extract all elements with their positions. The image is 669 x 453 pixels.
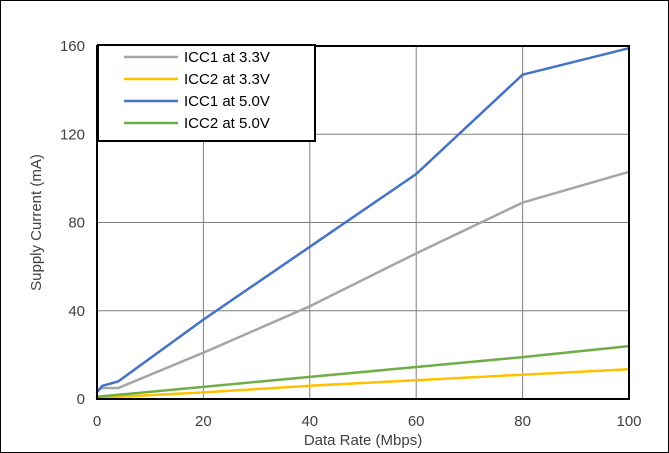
series-lines [95,46,631,400]
y-axis-ticks: 0 40 80 120 160 [60,38,85,408]
legend-label: ICC2 at 5.0V [184,115,270,132]
x-axis-ticks: 0 20 40 60 80 100 [93,413,642,430]
x-tick-label: 80 [514,413,531,430]
legend-item: ICC1 at 3.3V [124,49,270,66]
legend-label: ICC1 at 5.0V [184,93,270,110]
legend-item: ICC1 at 5.0V [124,93,270,110]
y-tick-label: 120 [60,126,85,143]
series-line-4 [95,344,631,399]
series-line-2 [95,367,631,400]
legend-item: ICC2 at 3.3V [124,71,270,88]
x-tick-label: 20 [195,413,212,430]
x-tick-label: 100 [616,413,641,430]
legend-label: ICC2 at 3.3V [184,71,270,88]
y-tick-label: 40 [68,303,85,320]
x-tick-label: 0 [93,413,101,430]
plot-area-border [96,45,630,400]
y-tick-label: 80 [68,215,85,232]
x-tick-label: 60 [408,413,425,430]
y-tick-label: 0 [77,391,85,408]
series-line-3 [95,46,631,394]
legend-label: ICC1 at 3.3V [184,49,270,66]
legend: ICC1 at 3.3V ICC2 at 3.3V ICC1 at 5.0V ICC2… [97,44,316,142]
legend-box [97,44,316,142]
x-axis-title: Data Rate (Mbps) [304,432,422,449]
y-tick-label: 160 [60,38,85,55]
legend-item: ICC2 at 5.0V [124,115,270,132]
y-axis-title: Supply Current (mA) [28,154,45,291]
series-line-1 [95,170,631,392]
x-tick-label: 40 [301,413,318,430]
